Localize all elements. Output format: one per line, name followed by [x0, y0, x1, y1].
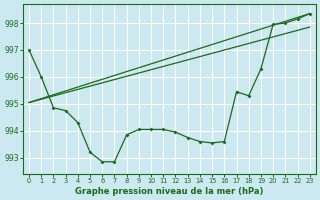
X-axis label: Graphe pression niveau de la mer (hPa): Graphe pression niveau de la mer (hPa)	[75, 187, 264, 196]
